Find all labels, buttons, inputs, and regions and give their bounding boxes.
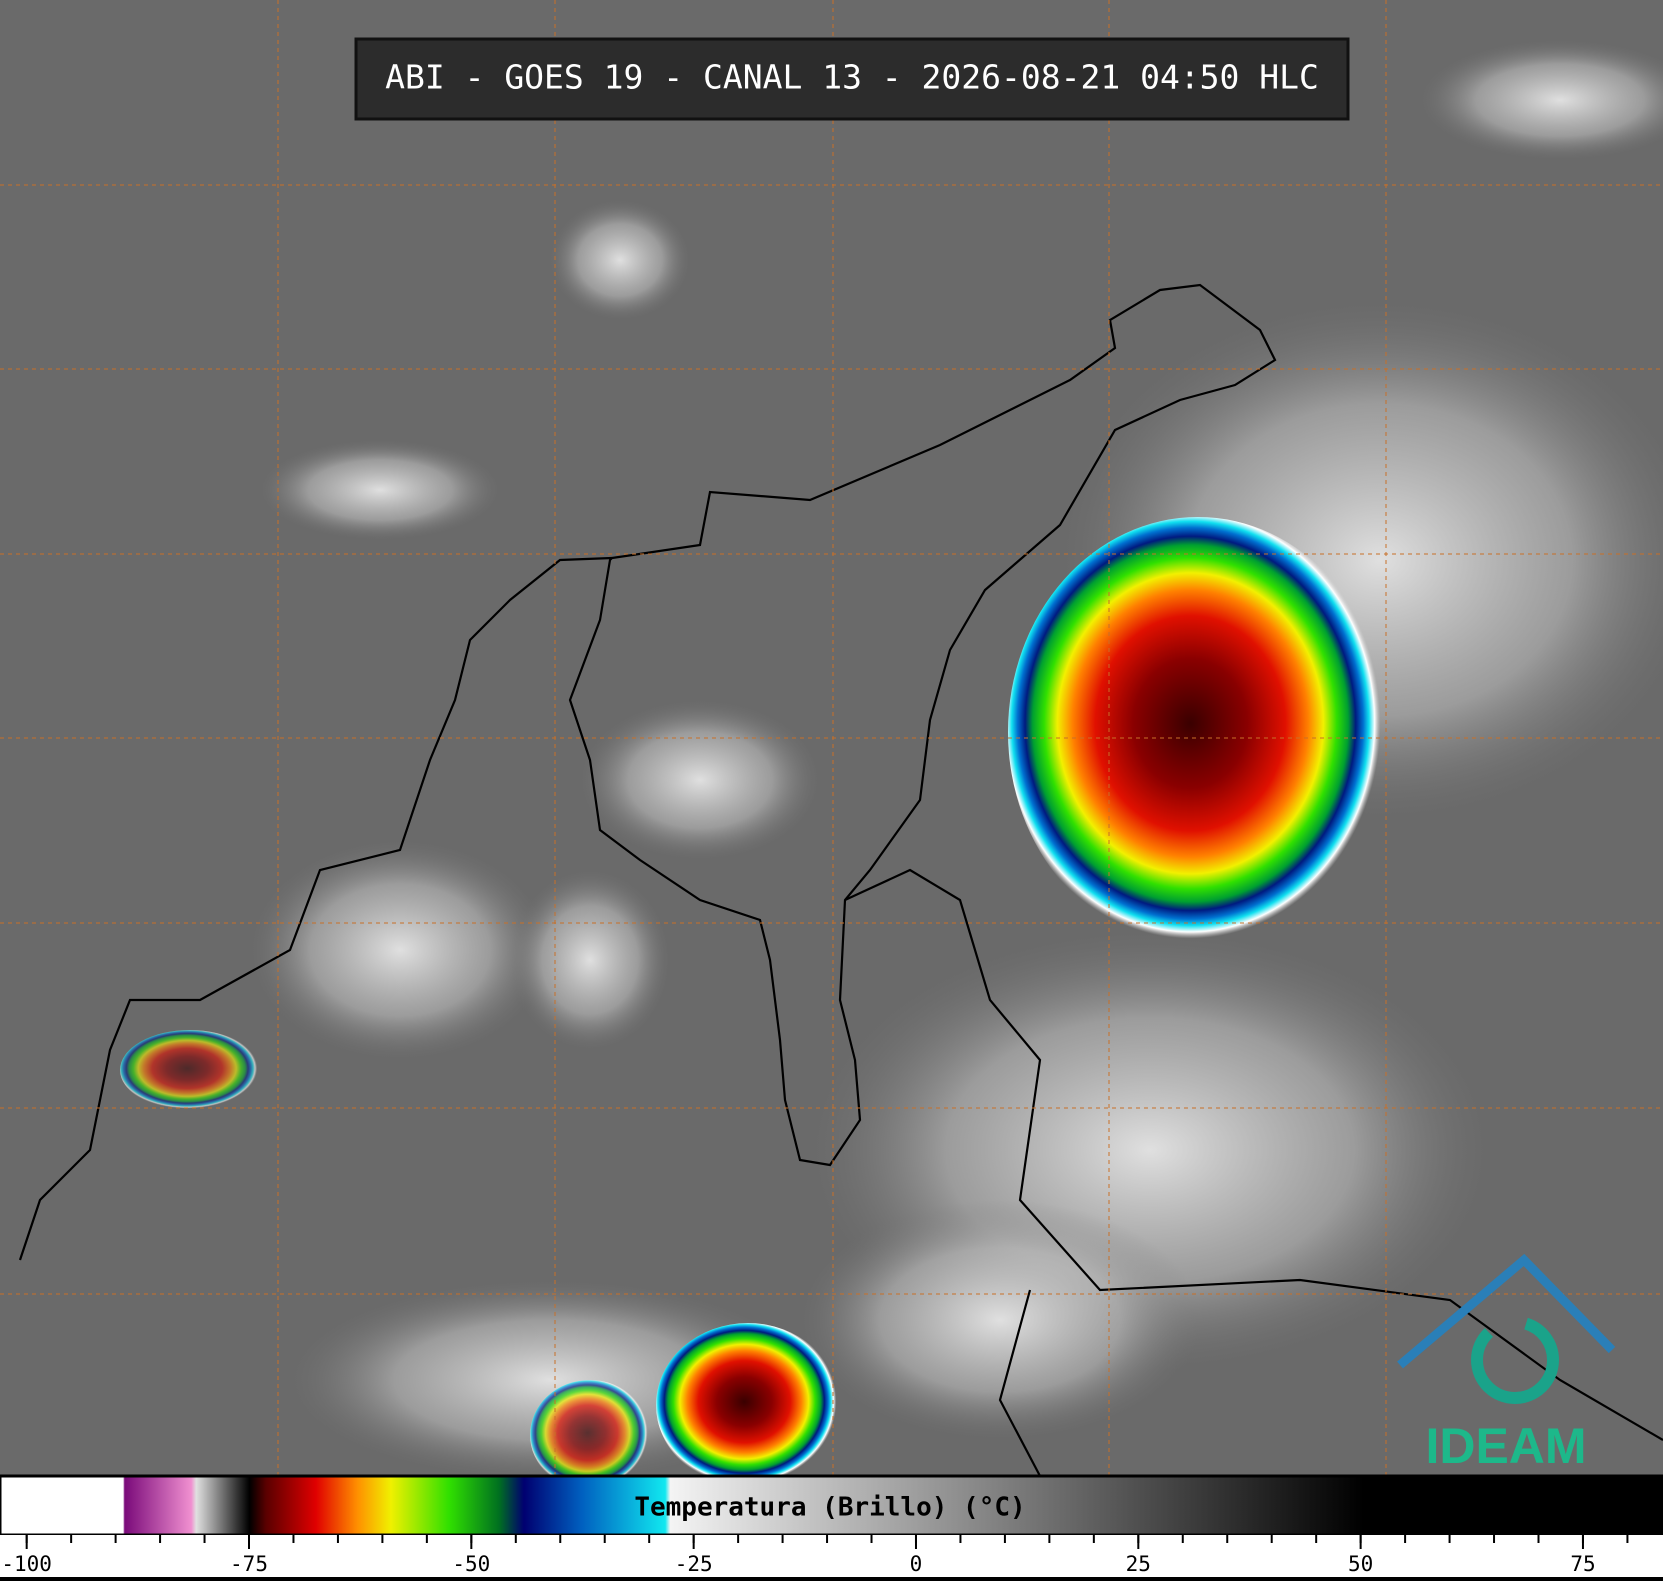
storm-cell [120,1030,260,1110]
storm-cell [656,1323,840,1487]
clouds [250,40,1663,1480]
title-box: ABI - GOES 19 - CANAL 13 - 2026-08-21 04… [354,37,1350,121]
colorbar [0,1474,1663,1537]
storm-cell [530,1380,650,1490]
tick-label: 0 [910,1552,923,1576]
tick-label: 75 [1570,1552,1595,1576]
tick-label: 25 [1126,1552,1151,1576]
colorbar-label: Temperatura (Brillo) (°C) [634,1493,1025,1523]
tick-label: -100 [1,1552,52,1576]
colorbar-axis: -100 -75 -50 -25 0 25 50 75 [1,1535,1629,1576]
tick-label: -25 [675,1552,713,1576]
tick-label: -50 [452,1552,490,1576]
axis-area [0,1535,1663,1577]
logo: IDEAM [1397,1253,1616,1474]
title: ABI - GOES 19 - CANAL 13 - 2026-08-21 04… [385,58,1319,97]
borders [18,283,1663,1477]
storm-cell [1008,517,1388,947]
graticule [0,0,1663,1476]
tick-label: 50 [1348,1552,1373,1576]
logo-text: IDEAM [1425,1418,1586,1474]
tick-label: -75 [230,1552,268,1576]
